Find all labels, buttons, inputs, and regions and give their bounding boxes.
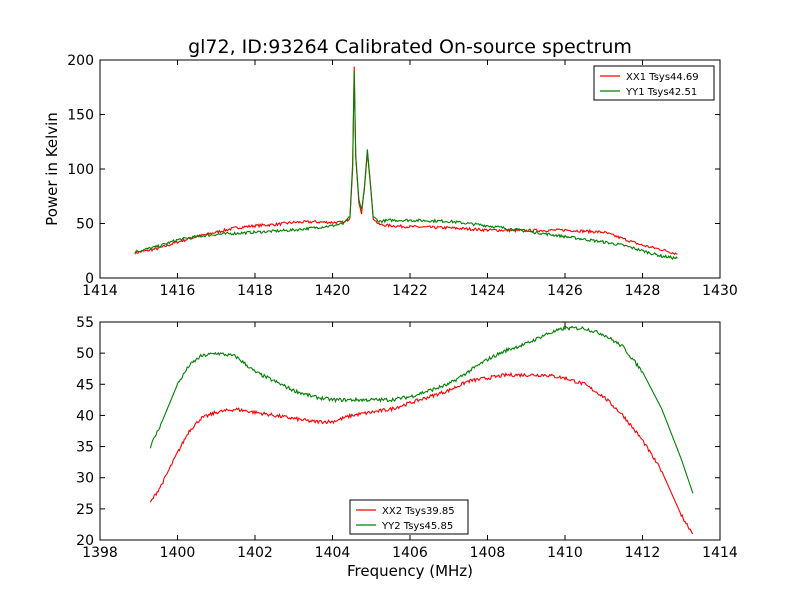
y-tick-label: 50 [76, 217, 94, 233]
legend-box [593, 65, 715, 101]
legend-entry: XX2 Tsys39.85 [382, 506, 455, 517]
legend: XX1 Tsys44.69 YY1 Tsys42.51 [593, 65, 715, 101]
x-tick-label: 1420 [315, 283, 351, 299]
x-axis-label: Frequency (MHz) [347, 562, 473, 580]
x-tick-label: 1410 [547, 545, 583, 561]
y-tick-label: 25 [76, 502, 94, 518]
chart-panel-top: 1414 1416 1418 1420 1422 1424 1426 1428 1430 0 50 1… [43, 53, 738, 299]
series-line-red [149, 371, 694, 535]
x-tick-label: 1408 [470, 545, 506, 561]
legend-entry: XX1 Tsys44.69 [626, 72, 699, 83]
x-tick-label: 1398 [82, 545, 118, 561]
y-axis-label: Power in Kelvin [43, 112, 61, 226]
y-tick-label: 35 [76, 440, 94, 456]
x-tick-label: 1416 [160, 283, 196, 299]
series-line-green [149, 325, 694, 494]
y-tick-label: 30 [76, 471, 94, 487]
y-tick-label: 55 [76, 315, 94, 331]
x-tick-label: 1400 [160, 545, 196, 561]
x-tick-label: 1412 [625, 545, 661, 561]
y-tick-label: 100 [67, 162, 94, 178]
y-tick-label: 45 [76, 377, 94, 393]
legend-entry: YY2 Tsys45.85 [381, 521, 453, 532]
x-tick-label: 1414 [82, 283, 118, 299]
y-tick-label: 50 [76, 346, 94, 362]
x-tick-label: 1424 [470, 283, 506, 299]
x-tick-label: 1404 [315, 545, 351, 561]
legend: XX2 Tsys39.85 YY2 Tsys45.85 [349, 499, 469, 535]
y-tick-label: 0 [85, 271, 94, 287]
legend-entry: YY1 Tsys42.51 [625, 87, 697, 98]
series-line-red [134, 66, 678, 256]
chart-panel-bottom: 1398 1400 1402 1404 1406 1408 1410 1412 1414 20 25… [76, 315, 738, 580]
x-tick-label: 1430 [702, 283, 738, 299]
x-tick-label: 1418 [237, 283, 273, 299]
series-line-green [134, 70, 678, 260]
x-tick-label: 1414 [702, 545, 738, 561]
x-tick-label: 1422 [392, 283, 428, 299]
figure-title: gl72, ID:93264 Calibrated On-source spec… [188, 36, 632, 58]
y-tick-label: 200 [67, 53, 94, 69]
y-tick-label: 20 [76, 533, 94, 549]
x-tick-label: 1406 [392, 545, 428, 561]
legend-box [349, 499, 469, 535]
x-tick-label: 1428 [625, 283, 661, 299]
y-tick-label: 150 [67, 108, 94, 124]
x-tick-label: 1402 [237, 545, 273, 561]
x-tick-label: 1426 [547, 283, 583, 299]
y-tick-label: 40 [76, 408, 94, 424]
